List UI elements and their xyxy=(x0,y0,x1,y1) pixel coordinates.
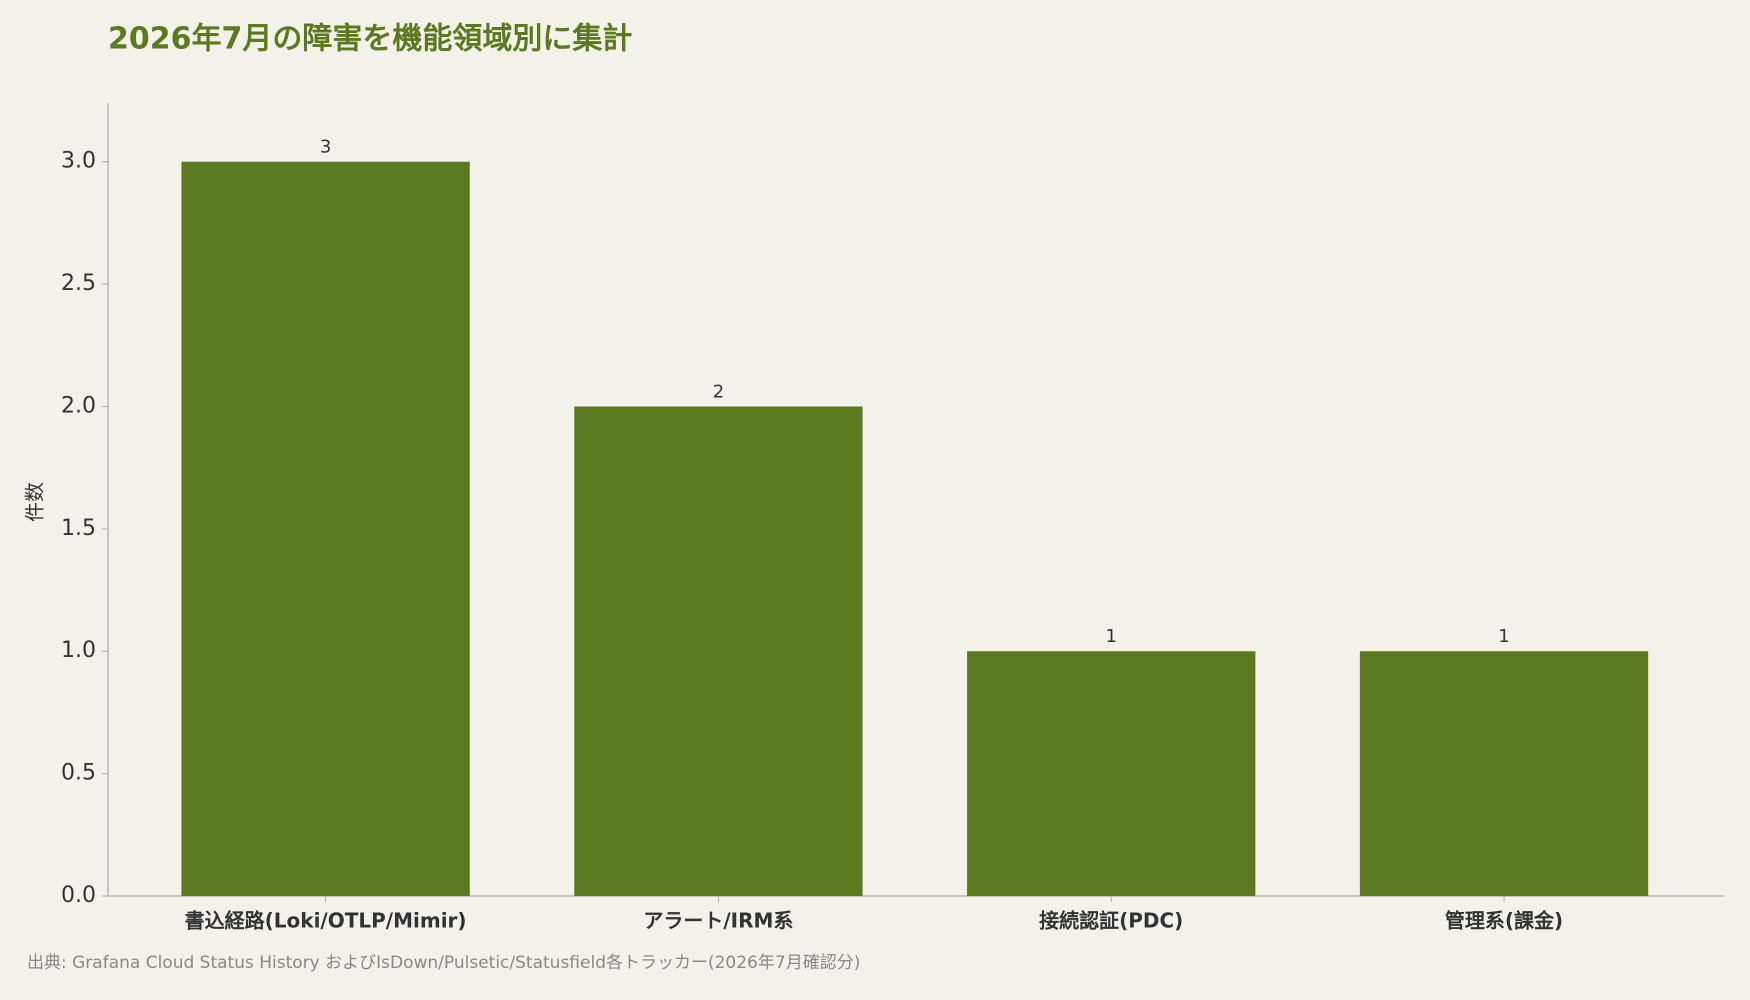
value-label: 3 xyxy=(320,137,331,158)
y-tick-label: 0.0 xyxy=(61,883,96,908)
bar xyxy=(967,651,1256,896)
y-tick-label: 0.5 xyxy=(61,761,96,786)
y-tick-label: 2.0 xyxy=(61,393,96,418)
bar xyxy=(1359,651,1649,896)
x-tick-label: 書込経路(Loki/OTLP/Mimir) xyxy=(185,909,467,933)
y-tick-label: 1.5 xyxy=(61,516,96,541)
value-label: 2 xyxy=(713,381,724,402)
x-tick-label: 管理系(課金) xyxy=(1445,909,1563,933)
value-label: 1 xyxy=(1498,626,1509,647)
value-label: 1 xyxy=(1105,626,1116,647)
x-tick-label: 接続認証(PDC) xyxy=(1039,909,1183,933)
x-tick-label: アラート/IRM系 xyxy=(643,909,793,933)
source-note: 出典: Grafana Cloud Status History およびIsDo… xyxy=(27,953,860,973)
y-tick-label: 3.0 xyxy=(61,149,96,174)
y-tick-label: 2.5 xyxy=(61,271,96,296)
y-axis-label: 件数 xyxy=(23,482,47,522)
y-tick-label: 1.0 xyxy=(61,638,96,663)
chart-title: 2026年7月の障害を機能領域別に集計 xyxy=(108,22,632,57)
bar xyxy=(181,161,470,897)
bar xyxy=(574,406,863,896)
